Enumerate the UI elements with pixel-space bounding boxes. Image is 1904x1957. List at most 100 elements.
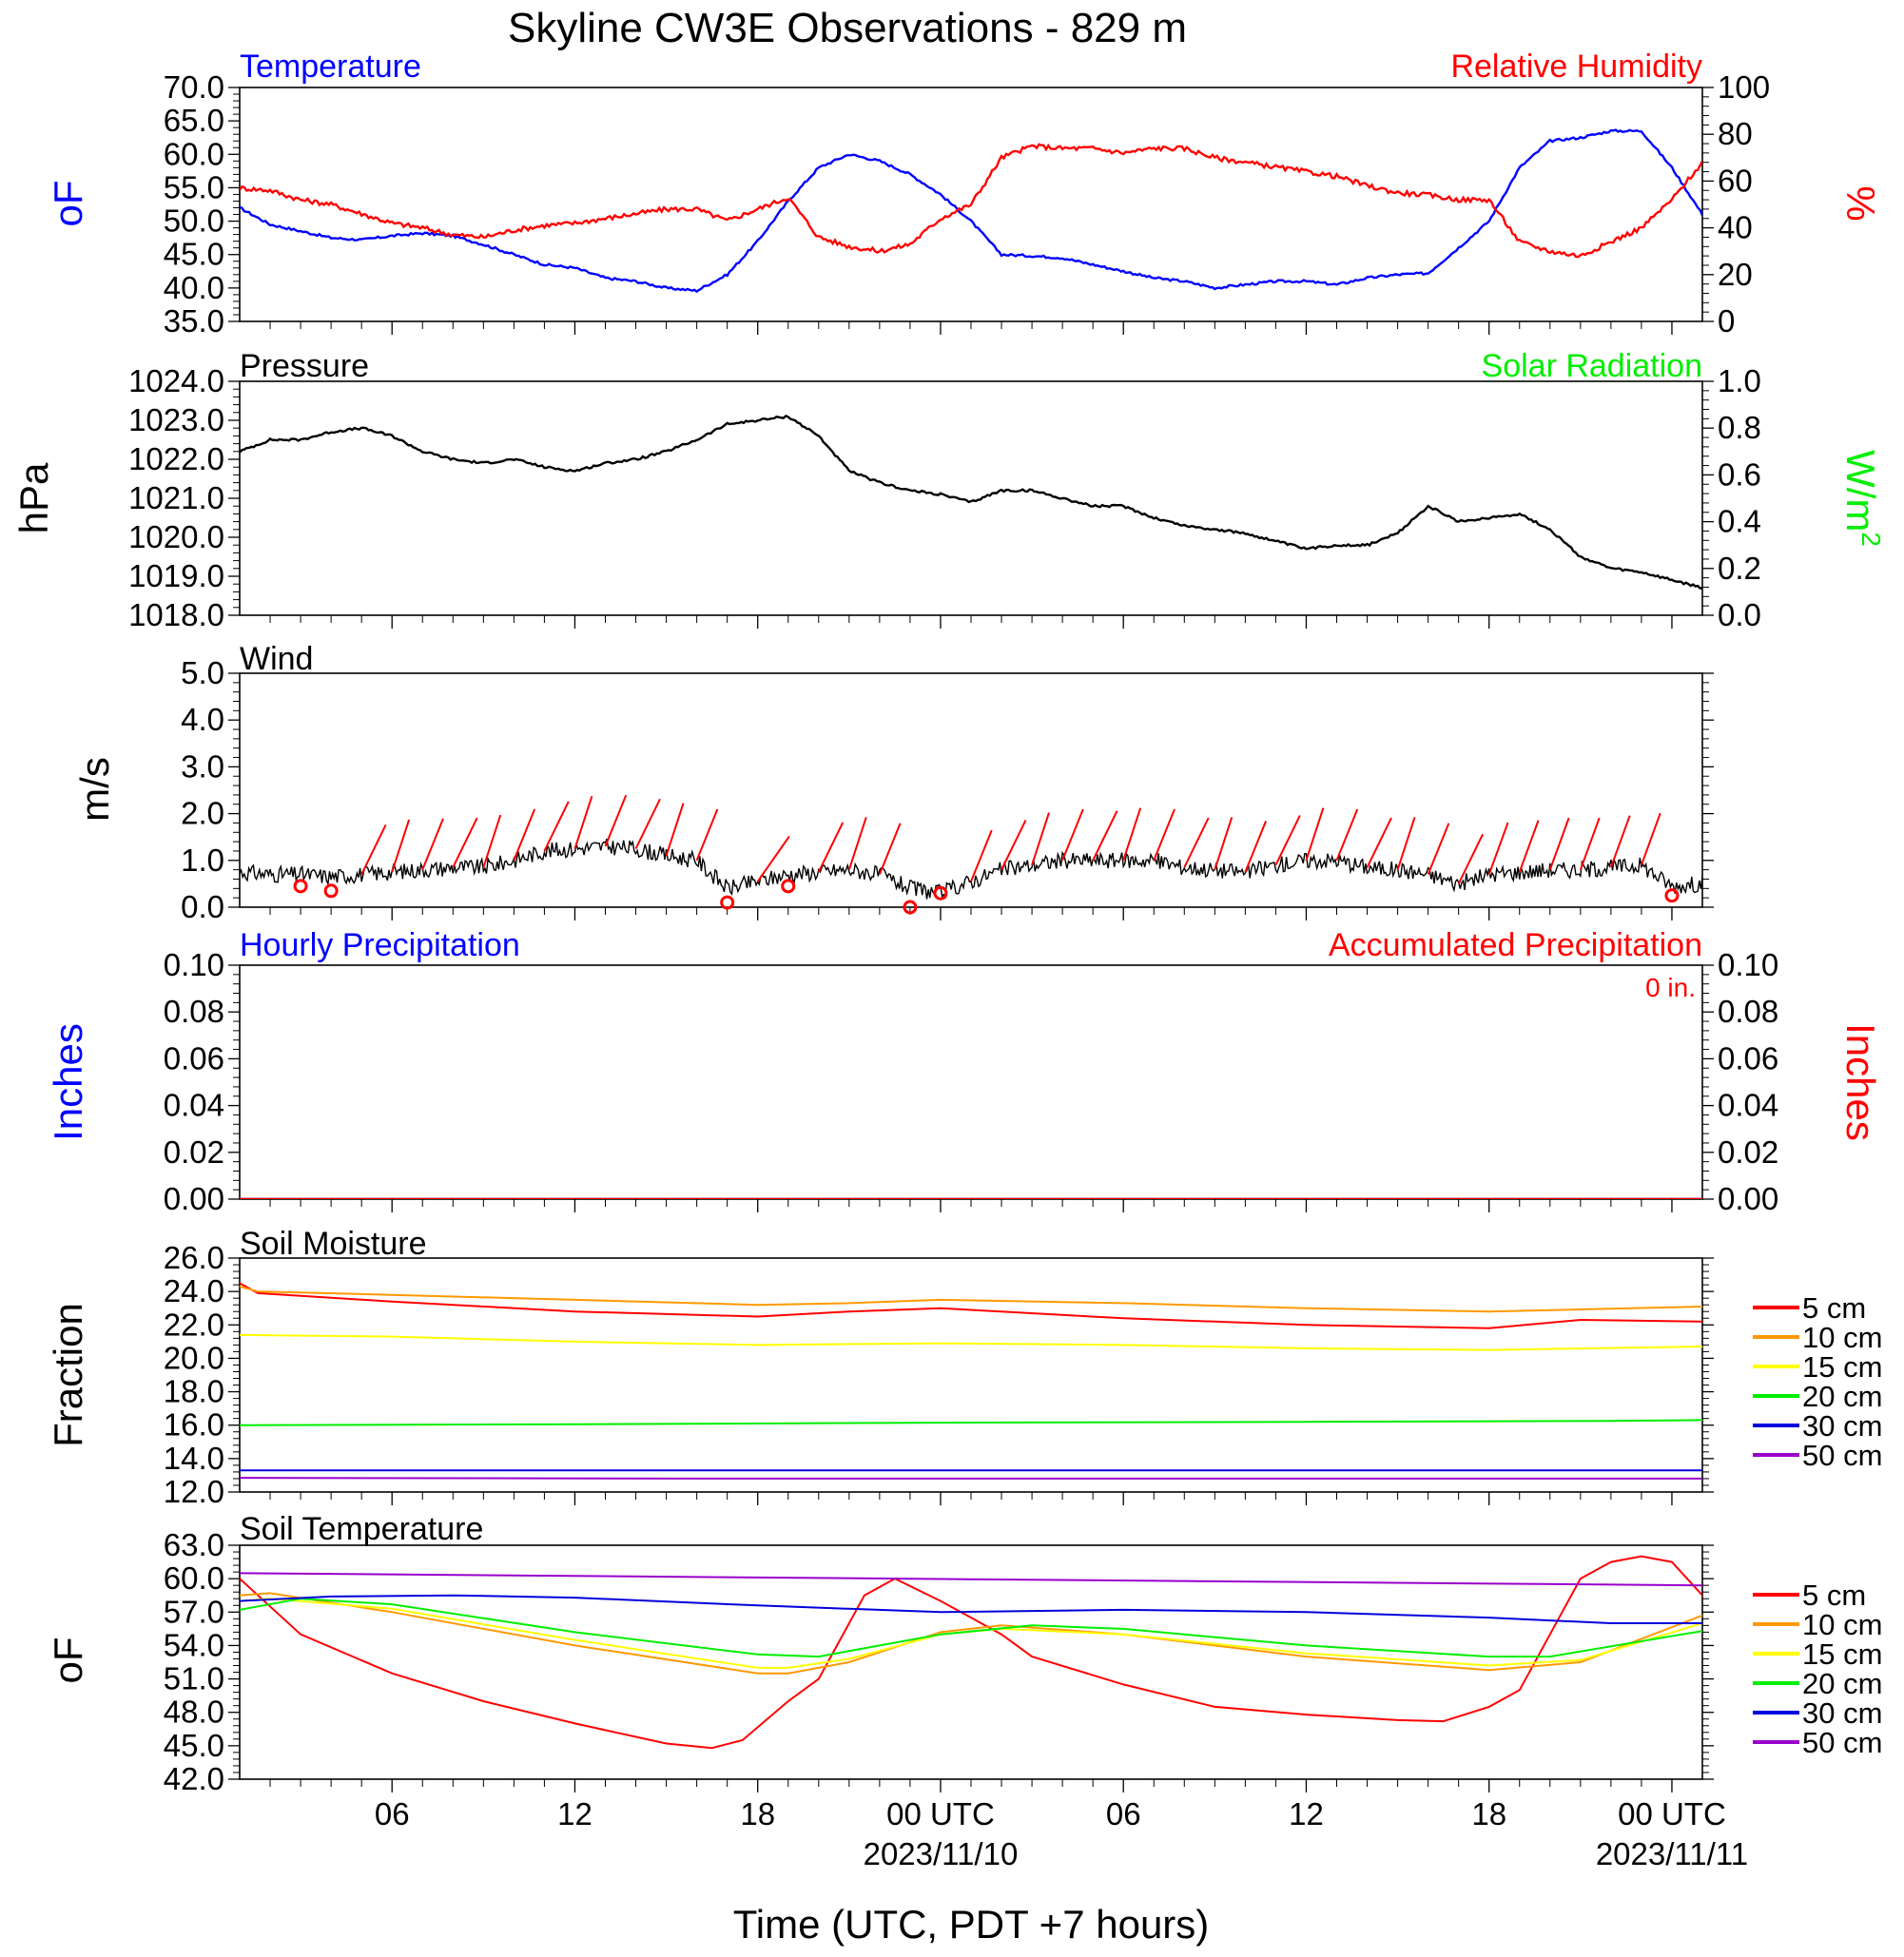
x-ticks (269, 321, 1673, 335)
y-tick-label: 54.0 (164, 1627, 224, 1662)
wind-barb (482, 814, 502, 868)
temp_rh-right-ticks: 0 20 40 60 80 100 (1702, 69, 1770, 339)
soil-moisture-panel: Soil Moisture Fraction (46, 1226, 1703, 1493)
y-tick-label: 50.0 (164, 203, 224, 239)
y-tick-label: 1018.0 (128, 597, 224, 632)
y-tick-label: 60 (1718, 163, 1753, 198)
wind-barb (1427, 823, 1450, 875)
soil_moisture-left-ticks: 12.014.016.018.020.022.024.026.0 (164, 1240, 240, 1509)
wind-barb (1061, 808, 1084, 862)
series-line-5-cm (240, 1282, 1702, 1329)
wind-barb (1487, 822, 1509, 875)
y-tick-label: 0.02 (1718, 1134, 1778, 1170)
humidity-axis-label: % (1838, 185, 1883, 221)
y-tick-label: 0.02 (164, 1134, 224, 1170)
temperature-humidity-panel: Temperature Relative Humidity oF % (46, 48, 1883, 322)
calm-wind-marker (720, 895, 735, 910)
y-tick-label: 60.0 (164, 1560, 224, 1596)
x-ticks (269, 1492, 1673, 1505)
y-tick-label: 0.8 (1718, 410, 1761, 445)
y-tick-label: 45.0 (164, 237, 224, 272)
y-tick-label: 40 (1718, 210, 1753, 245)
soil_temperature-right-ticks (1702, 1544, 1714, 1780)
precipitation-frame (239, 964, 1703, 1200)
y-tick-label: 0.06 (1718, 1040, 1778, 1075)
wind-barb (1548, 817, 1570, 870)
soil-temperature-frame (239, 1544, 1703, 1780)
wind-left-ticks: 0.0 1.0 2.0 3.0 4.0 5.0 (181, 655, 240, 924)
wind-barb (391, 819, 411, 873)
wind-barb (1305, 807, 1325, 862)
legend-label: 20 cm (1802, 1380, 1882, 1413)
humidity-title: Relative Humidity (1450, 48, 1702, 85)
x-tick-label: 12 (557, 1796, 593, 1831)
calm-wind-marker (1664, 888, 1680, 903)
y-tick-label: 1021.0 (128, 480, 224, 515)
y-tick-label: 70.0 (164, 69, 224, 105)
accumulated-precip-axis-label: Inches (1838, 1023, 1883, 1141)
soil-moisture-title: Soil Moisture (240, 1226, 427, 1262)
hourly-precip-title: Hourly Precipitation (240, 927, 520, 963)
x-date-label: 2023/11/11 (1596, 1836, 1748, 1871)
y-tick-label: 0.10 (164, 947, 224, 982)
y-tick-label: 4.0 (181, 702, 224, 737)
legend-label: 15 cm (1802, 1350, 1882, 1384)
soil-temperature-title: Soil Temperature (240, 1511, 483, 1547)
series-line-20-cm (240, 1598, 1702, 1658)
y-tick-label: 45.0 (164, 1728, 224, 1763)
wind-title: Wind (240, 641, 313, 677)
legend-label: 10 cm (1802, 1321, 1882, 1354)
legend-label: 15 cm (1802, 1637, 1882, 1671)
series-line-50-cm (240, 1477, 1702, 1480)
y-tick-label: 65.0 (164, 103, 224, 138)
pressure-frame (239, 380, 1703, 616)
series-line-50-cm (240, 1572, 1702, 1587)
pressure-panel: Pressure Solar Radiation hPa W/m2 (11, 348, 1886, 616)
calm-wind-marker (903, 900, 918, 915)
temperature-title: Temperature (240, 48, 421, 85)
wind-barb (878, 823, 902, 875)
soil-moisture-axis-label: Fraction (46, 1303, 90, 1447)
series-line-relative-humidity (240, 143, 1702, 259)
y-tick-label: 0.04 (1718, 1088, 1778, 1123)
y-tick-label: 80 (1718, 116, 1753, 151)
y-tick-label: 1019.0 (128, 558, 224, 593)
y-tick-label: 0.08 (1718, 994, 1778, 1029)
soil_moisture-right-ticks (1702, 1257, 1714, 1493)
y-tick-label: 0.08 (164, 994, 224, 1029)
y-tick-label: 40.0 (164, 270, 224, 305)
x-axis-label: Time (UTC, PDT +7 hours) (733, 1902, 1210, 1947)
y-tick-label: 1023.0 (128, 402, 224, 437)
y-tick-label: 0.0 (181, 889, 224, 924)
wind-barb (1122, 807, 1142, 862)
wind-barb (1609, 815, 1631, 868)
wind-right-ticks (1702, 672, 1714, 908)
wind-barb (1274, 815, 1301, 866)
x-date-label: 2023/11/10 (864, 1836, 1019, 1871)
y-tick-label: 1022.0 (128, 441, 224, 476)
pressure-axis-label: hPa (11, 462, 56, 533)
soil-temperature-axis-label: oF (46, 1637, 90, 1683)
y-tick-label: 2.0 (181, 796, 224, 831)
series-line-15-cm (240, 1598, 1702, 1669)
y-tick-label: 0.4 (1718, 504, 1761, 539)
y-tick-label: 3.0 (181, 748, 224, 784)
wind-barb (695, 808, 719, 862)
accumulated-precip-title: Accumulated Precipitation (1329, 927, 1702, 963)
calm-wind-marker (293, 879, 308, 894)
legend-label: 30 cm (1802, 1409, 1882, 1443)
solar-axis-label: W/m2 (1838, 450, 1886, 547)
wind-barb (970, 829, 993, 882)
y-tick-label: 0.2 (1718, 551, 1761, 586)
x-ticks: 06 12 18 00 UTC 06 12 18 00 UTC 2023/11/10 2023/1… (269, 1779, 1748, 1871)
y-tick-label: 22.0 (164, 1307, 224, 1342)
series-line-30-cm (240, 1594, 1702, 1624)
temperature-axis-label: oF (46, 180, 90, 226)
y-tick-label: 0.10 (1718, 947, 1778, 982)
wind-frame (239, 672, 1703, 908)
wind-barb (1153, 808, 1175, 862)
wind-barb (1183, 817, 1210, 868)
accumulated-precip-total: 0 in. (1645, 973, 1696, 1002)
y-tick-label: 63.0 (164, 1527, 224, 1562)
